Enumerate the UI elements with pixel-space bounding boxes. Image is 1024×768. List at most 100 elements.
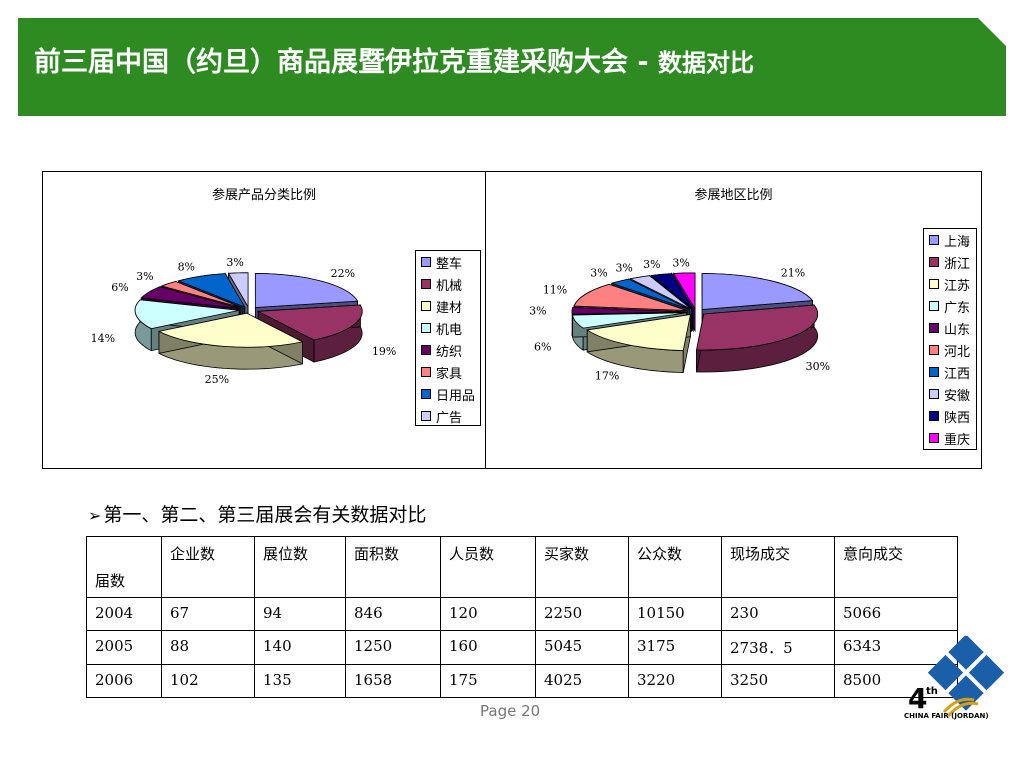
pie-slice-label: 11% [543,283,567,296]
pie-slice-江西 [610,278,691,310]
legend-label: 河北 [944,344,971,360]
pie-slice-label: 19% [372,345,396,358]
table-cell: 94 [254,597,346,631]
pie-slice-日用品 [177,273,246,308]
chart-legend: 整车 机械 建材 机电 纺织 家具 日用品 广告 [415,250,481,426]
pie-chart-svg: 21% 30% 17% 6% 3% 11% 3% 3% 3% 3% [529,256,830,382]
legend-item: 重庆 [924,427,976,449]
legend-label: 陕西 [944,410,971,426]
table-row: 2006 102 135 1658 175 4025 3220 3250 850… [86,664,958,698]
pie-slice-江苏 [586,314,691,351]
legend-label: 安徽 [944,388,971,404]
pie-slice-label: 22% [331,267,355,280]
legend-label: 家具 [436,366,463,382]
comparison-table: 届数 企业数 展位数 面积数 人员数 买家数 公众数 现场成交 意向成交 200… [86,536,958,698]
legend-item: 河北 [924,339,976,361]
pie-slice-机械 [256,304,363,341]
legend-item: 浙江 [924,251,976,273]
table-cell: 4025 [535,664,629,698]
legend-label: 江苏 [944,278,971,294]
table-cell: 2738．5 [721,630,835,665]
legend-label: 机械 [436,278,463,294]
pie-slice-label: 14% [91,332,115,345]
table-corner-cell: 届数 [86,536,162,598]
pie-slice-label: 3% [615,261,632,274]
legend-swatch [929,279,939,289]
table-cell: 5045 [535,630,629,665]
pie-slice-广告 [227,272,249,309]
legend-label: 日用品 [436,388,476,404]
pie-slice-建材 [157,312,304,348]
legend-label: 上海 [944,234,971,250]
pie-slice-浙江 [696,304,819,351]
pie-slice-家具 [160,281,243,309]
table-cell: 3220 [628,664,722,698]
pie-slice-label: 21% [781,267,805,280]
legend-item: 机械 [416,273,480,295]
pie-slice-label: 6% [111,281,128,294]
table-cell: 5066 [834,597,958,631]
column-header: 展位数 [254,536,346,598]
legend-label: 重庆 [944,432,971,448]
table-row: 2004 67 94 846 120 2250 10150 230 5066 [86,597,958,631]
section-heading: ➢ 第一、第二、第三届展会有关数据对比 [88,500,426,527]
legend-label: 整车 [436,256,463,272]
legend-item: 上海 [924,229,976,251]
legend-item: 江苏 [924,273,976,295]
table-cell: 2004 [86,597,162,631]
pie-slice-label: 17% [595,369,619,382]
column-header: 企业数 [161,536,255,598]
legend-item: 广东 [924,295,976,317]
table-cell: 2005 [86,630,162,665]
table-cell: 140 [254,630,346,665]
table-header-row: 届数 企业数 展位数 面积数 人员数 买家数 公众数 现场成交 意向成交 [86,536,958,598]
product-category-chart: 参展产品分类比例 22% 19% 25% 14% 6% 3% 8% 3% 整车 机械 建材 机电 纺织… [42,171,486,469]
legend-label: 纺织 [436,344,463,360]
legend-swatch [929,389,939,399]
legend-label: 江西 [944,366,971,382]
legend-swatch [421,279,431,289]
pie-slice-纺织 [140,286,241,309]
column-header: 面积数 [345,536,441,598]
legend-item: 广告 [416,405,480,427]
table-cell: 10150 [628,597,722,631]
legend-item: 纺织 [416,339,480,361]
legend-swatch [421,345,431,355]
legend-swatch [421,323,431,333]
table-cell: 3175 [628,630,722,665]
pie-slice-机电 [134,299,240,330]
legend-swatch [421,301,431,311]
column-header: 意向成交 [834,536,958,598]
legend-label: 建材 [436,300,463,316]
column-header: 公众数 [628,536,722,598]
legend-swatch [929,235,939,245]
legend-swatch [929,367,939,377]
legend-label: 山东 [944,322,971,338]
legend-item: 家具 [416,361,480,383]
legend-swatch [929,257,939,267]
legend-item: 陕西 [924,405,976,427]
page-title-main: 前三届中国（约旦）商品展暨伊拉克重建采购大会 - [34,47,649,78]
pie-slice-陕西 [650,273,694,310]
column-header: 买家数 [535,536,629,598]
table-cell: 846 [345,597,441,631]
title-bar-background [18,18,1006,116]
legend-swatch [421,257,431,267]
pie-slice-label: 30% [806,360,830,373]
arrow-bullet-icon: ➢ [88,506,102,525]
pie-slice-广东 [572,312,687,329]
column-header: 现场成交 [721,536,835,598]
column-header: 人员数 [440,536,536,598]
pie-slice-山东 [571,306,687,315]
legend-item: 日用品 [416,383,480,405]
pie-slice-label: 3% [672,256,689,269]
table-cell: 1658 [345,664,441,698]
table-cell: 175 [440,664,536,698]
pie-slice-河北 [573,283,688,311]
legend-swatch [929,345,939,355]
legend-swatch [929,411,939,421]
logo-text: CHINA FAIR (JORDAN) [904,712,989,720]
region-chart: 参展地区比例 21% 30% 17% 6% 3% 11% 3% 3% 3% 3% 上海 浙江 江苏 广东… [485,171,982,469]
pie-slice-label: 3% [136,270,153,283]
legend-swatch [929,301,939,311]
